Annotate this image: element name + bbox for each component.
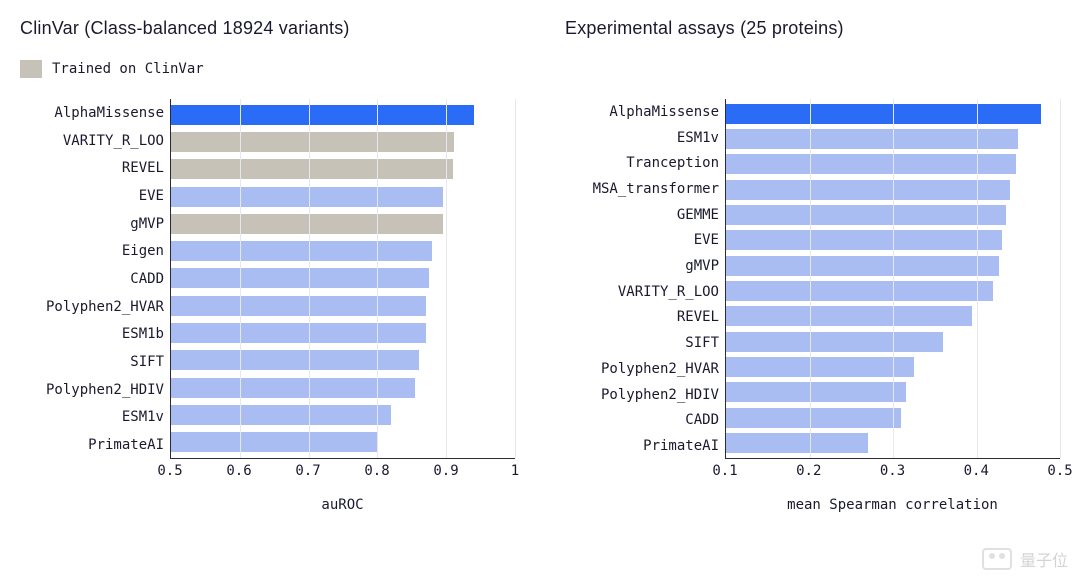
category-label: Polyphen2_HDIV [46, 382, 164, 398]
category-label: CADD [685, 412, 719, 428]
xtick-label: 0.9 [433, 463, 458, 479]
assays-chart: Experimental assays (25 proteins) AlphaM… [565, 18, 1060, 513]
bar [726, 306, 972, 326]
bar [171, 105, 474, 125]
xtick-label: 0.6 [226, 463, 251, 479]
charts-container: ClinVar (Class-balanced 18924 variants) … [20, 18, 1060, 513]
legend-spacer [565, 59, 1060, 99]
bar [726, 205, 1006, 225]
category-label: Tranception [626, 155, 719, 171]
bar [171, 132, 454, 152]
category-label: ESM1b [122, 326, 164, 342]
category-label: PrimateAI [643, 438, 719, 454]
xtick-label: 0.4 [964, 463, 989, 479]
bar [171, 268, 429, 288]
xtick-label: 0.7 [295, 463, 320, 479]
category-label: gMVP [130, 216, 164, 232]
category-label: REVEL [122, 160, 164, 176]
assays-plot: AlphaMissense ESM1v Tranception MSA_transfo… [565, 99, 1060, 459]
category-label: Polyphen2_HDIV [601, 387, 719, 403]
xtick-label: 0.3 [880, 463, 905, 479]
xtick-label: 1 [511, 463, 519, 479]
clinvar-plot: AlphaMissense VARITY_R_LOO REVEL EVE gMVP Eig… [20, 99, 515, 459]
category-label: AlphaMissense [609, 104, 719, 120]
clinvar-xticks: 0.50.60.70.80.91 [170, 463, 515, 483]
category-label: ESM1v [122, 409, 164, 425]
category-label: VARITY_R_LOO [63, 133, 164, 149]
assays-xticks: 0.10.20.30.40.5 [725, 463, 1060, 483]
bar [726, 332, 943, 352]
bar [171, 323, 426, 343]
gridline [1060, 99, 1061, 458]
xtick-label: 0.8 [364, 463, 389, 479]
category-label: Eigen [122, 243, 164, 259]
bar [171, 296, 426, 316]
bar [171, 159, 453, 179]
category-label: gMVP [685, 258, 719, 274]
bar [171, 432, 377, 452]
bar [171, 378, 415, 398]
clinvar-plotarea [170, 99, 515, 459]
gridline [309, 99, 310, 458]
category-label: AlphaMissense [54, 105, 164, 121]
xtick-label: 0.5 [157, 463, 182, 479]
bar [726, 154, 1016, 174]
bar [171, 214, 443, 234]
bar [171, 241, 432, 261]
bar [726, 129, 1018, 149]
bar [726, 104, 1041, 124]
gridline [893, 99, 894, 458]
bar [726, 408, 901, 428]
category-label: REVEL [677, 309, 719, 325]
category-label: Polyphen2_HVAR [601, 361, 719, 377]
category-label: GEMME [677, 207, 719, 223]
category-label: PrimateAI [88, 437, 164, 453]
gridline [377, 99, 378, 458]
bar [726, 256, 999, 276]
clinvar-chart: ClinVar (Class-balanced 18924 variants) … [20, 18, 515, 513]
category-label: VARITY_R_LOO [618, 284, 719, 300]
category-label: EVE [694, 232, 719, 248]
category-label: SIFT [130, 354, 164, 370]
gridline [515, 99, 516, 458]
category-label: CADD [130, 271, 164, 287]
assays-xlabel: mean Spearman correlation [725, 497, 1060, 513]
xtick-label: 0.2 [796, 463, 821, 479]
gridline [240, 99, 241, 458]
bar [726, 382, 906, 402]
category-label: Polyphen2_HVAR [46, 299, 164, 315]
legend-swatch-trained [20, 60, 42, 78]
bar [171, 187, 443, 207]
category-label: MSA_transformer [593, 181, 719, 197]
assays-ylabels: AlphaMissense ESM1v Tranception MSA_transfo… [565, 99, 725, 459]
clinvar-title: ClinVar (Class-balanced 18924 variants) [20, 18, 515, 39]
bar [726, 230, 1002, 250]
bar [171, 350, 419, 370]
legend: Trained on ClinVar [20, 59, 515, 79]
bar [726, 433, 868, 453]
assays-plotarea [725, 99, 1060, 459]
bar [726, 180, 1010, 200]
gridline [810, 99, 811, 458]
bar [726, 281, 993, 301]
category-label: ESM1v [677, 130, 719, 146]
gridline [977, 99, 978, 458]
bar [726, 357, 914, 377]
watermark-logo-icon [982, 548, 1012, 570]
clinvar-ylabels: AlphaMissense VARITY_R_LOO REVEL EVE gMVP Eig… [20, 99, 170, 459]
gridline [446, 99, 447, 458]
legend-label: Trained on ClinVar [52, 61, 204, 77]
xtick-label: 0.1 [712, 463, 737, 479]
watermark: 量子位 [982, 547, 1068, 571]
assays-title: Experimental assays (25 proteins) [565, 18, 1060, 39]
clinvar-bars [171, 99, 515, 458]
category-label: EVE [139, 188, 164, 204]
xtick-label: 0.5 [1047, 463, 1072, 479]
bar [171, 405, 391, 425]
watermark-text: 量子位 [1020, 547, 1068, 571]
category-label: SIFT [685, 335, 719, 351]
clinvar-xlabel: auROC [170, 497, 515, 513]
